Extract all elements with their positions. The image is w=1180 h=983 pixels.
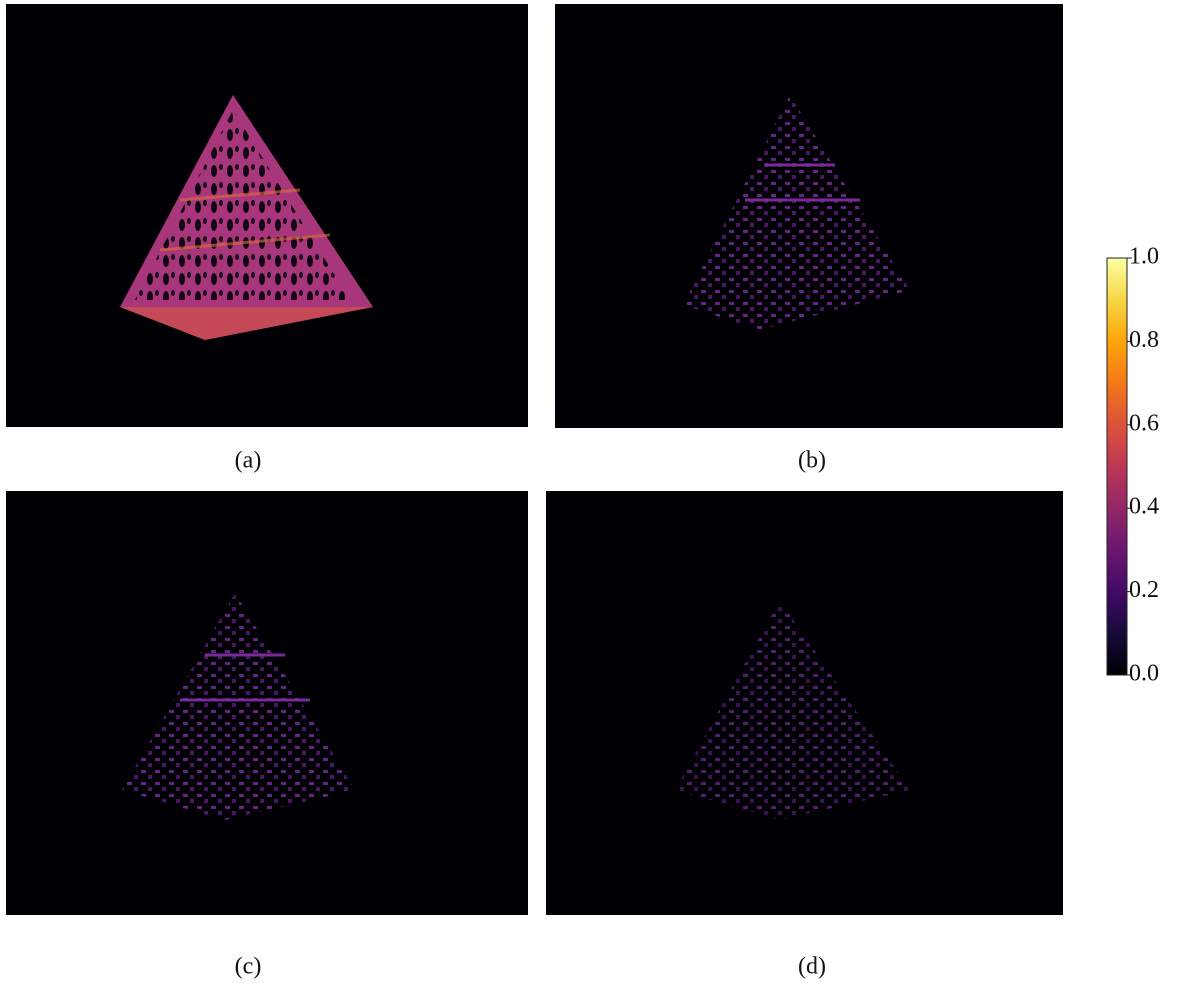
colorbar-tick-label: 0.8 bbox=[1129, 327, 1159, 353]
panel-label: (b) bbox=[798, 448, 826, 474]
panel-a bbox=[6, 4, 528, 427]
colorbar bbox=[1106, 257, 1128, 676]
panel-label: (a) bbox=[235, 448, 262, 474]
panel-b bbox=[555, 4, 1063, 428]
panel-label: (d) bbox=[798, 954, 826, 980]
panel-d bbox=[546, 491, 1063, 915]
colorbar-tick-label: 0.0 bbox=[1129, 661, 1159, 687]
panel-c bbox=[6, 491, 528, 915]
colorbar-tick-label: 0.4 bbox=[1129, 494, 1159, 520]
colorbar-ticks: 0.0 0.2 0.4 0.6 0.8 1.0 bbox=[1127, 244, 1159, 687]
colorbar-tick-label: 0.2 bbox=[1129, 577, 1159, 603]
panel-label: (c) bbox=[235, 954, 262, 980]
colorbar-tick-label: 0.6 bbox=[1129, 410, 1159, 436]
colorbar-tick-label: 1.0 bbox=[1129, 244, 1159, 270]
